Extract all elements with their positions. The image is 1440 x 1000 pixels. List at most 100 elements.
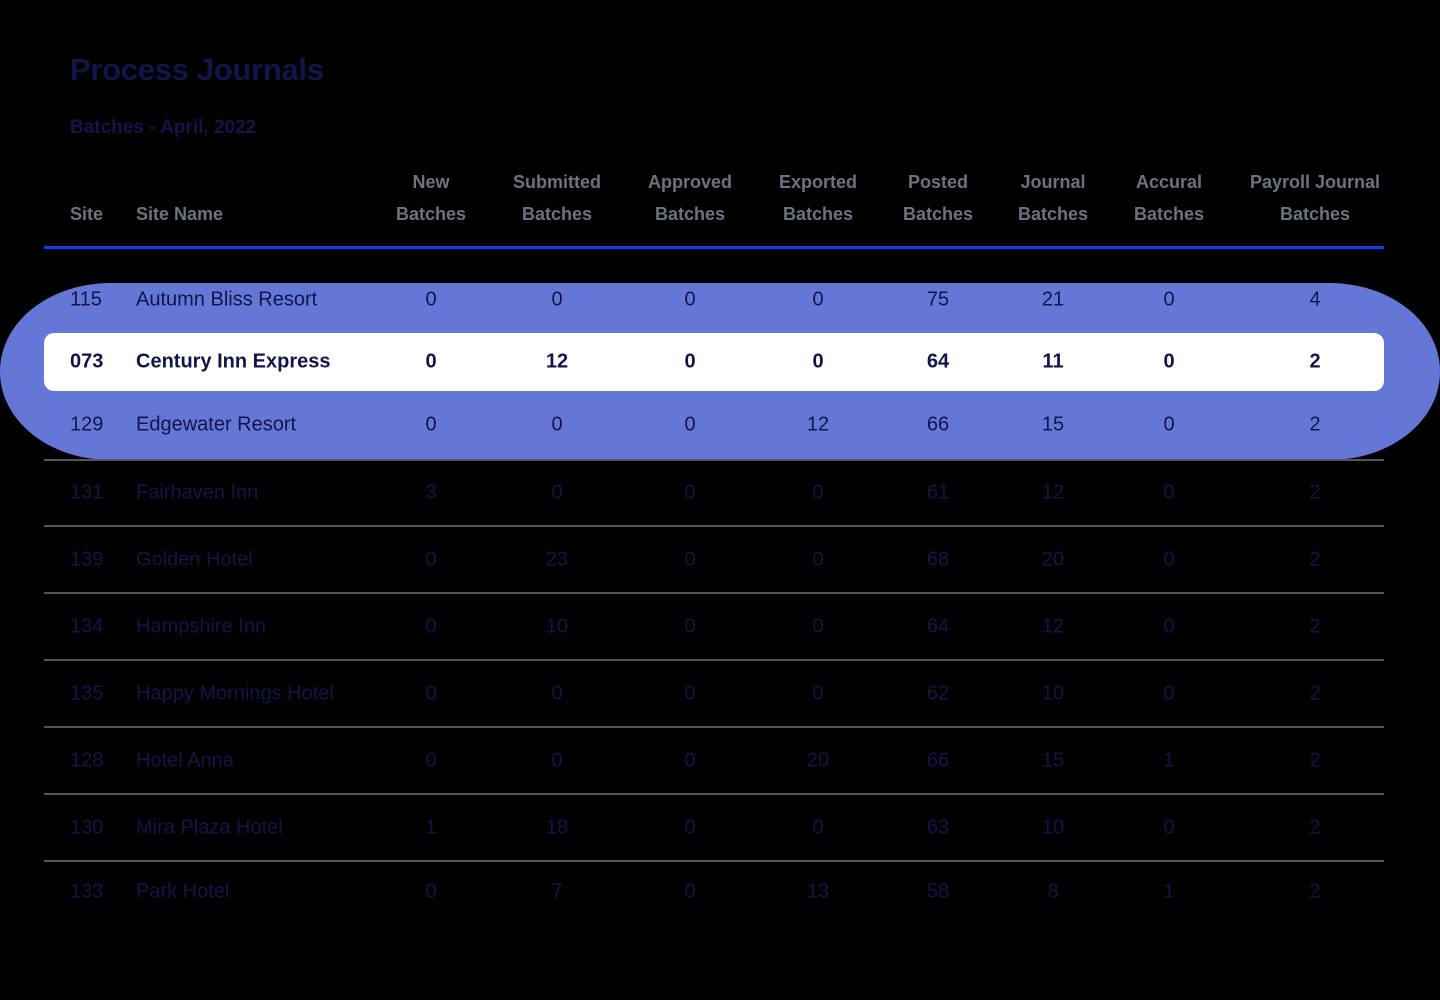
cell-posted: 63 — [926, 816, 950, 838]
cell-new: 1 — [425, 816, 437, 838]
cell-approved: 0 — [684, 816, 696, 838]
cell-approved: 0 — [684, 880, 696, 903]
cell-journal: 12 — [1041, 481, 1065, 504]
cell-site-name: Hotel Anna — [136, 749, 234, 771]
table-row[interactable]: 115 Autumn Bliss Resort 0 0 0 0 75 21 0 … — [44, 267, 1384, 333]
cell-site-name: Golden Hotel — [136, 548, 253, 570]
cell-approved: 0 — [684, 413, 696, 436]
table-row-selected[interactable]: 073 Century Inn Express 0 12 0 0 64 11 0… — [44, 333, 1384, 391]
cell-submitted: 7 — [551, 880, 563, 903]
cell-submitted: 23 — [545, 548, 569, 570]
cell-exported: 0 — [812, 615, 824, 637]
cell-approved: 0 — [684, 749, 696, 771]
cell-site: 134 — [70, 615, 104, 637]
cell-accural: 1 — [1163, 880, 1175, 903]
cell-payroll: 2 — [1309, 615, 1321, 637]
cell-payroll: 2 — [1309, 350, 1321, 373]
cell-site: 129 — [70, 413, 104, 436]
cell-journal: 20 — [1041, 548, 1065, 570]
cell-submitted: 0 — [551, 288, 563, 311]
cell-accural: 0 — [1163, 288, 1175, 311]
cell-exported: 0 — [812, 350, 824, 373]
col-header-exported[interactable]: Exported Batches — [778, 172, 858, 224]
table-row[interactable]: 131 Fairhaven Inn 3 0 0 0 61 12 0 2 — [44, 461, 1384, 527]
cell-submitted: 0 — [551, 413, 563, 436]
cell-journal: 15 — [1041, 749, 1065, 771]
col-header-posted[interactable]: Posted Batches — [902, 172, 974, 224]
cell-exported: 12 — [806, 413, 830, 436]
cell-site-name: Happy Mornings Hotel — [136, 682, 334, 704]
cell-accural: 0 — [1163, 816, 1175, 838]
cell-submitted: 18 — [545, 816, 569, 838]
cell-approved: 0 — [684, 288, 696, 311]
table-header: Site Site Name New Batches Submitted Bat… — [44, 160, 1384, 249]
table-row[interactable]: 130 Mira Plaza Hotel 1 18 0 0 63 10 0 2 — [44, 795, 1384, 862]
cell-exported: 0 — [812, 816, 824, 838]
cell-payroll: 2 — [1309, 880, 1321, 903]
cell-posted: 62 — [926, 682, 950, 704]
table-row[interactable]: 134 Hampshire Inn 0 10 0 0 64 12 0 2 — [44, 594, 1384, 661]
table-row[interactable]: 135 Happy Mornings Hotel 0 0 0 0 62 10 0… — [44, 661, 1384, 728]
table-row[interactable]: 133 Park Hotel 0 7 0 13 58 8 1 2 — [44, 862, 1384, 922]
cell-submitted: 0 — [551, 749, 563, 771]
cell-new: 0 — [425, 682, 437, 704]
cell-payroll: 2 — [1309, 481, 1321, 504]
col-header-journal[interactable]: Journal Batches — [1017, 172, 1089, 224]
col-header-new[interactable]: New Batches — [395, 172, 467, 224]
cell-accural: 0 — [1163, 615, 1175, 637]
cell-site-name: Hampshire Inn — [136, 615, 267, 637]
cell-accural: 0 — [1163, 413, 1175, 436]
page-title: Process Journals — [70, 52, 324, 87]
cell-exported: 0 — [812, 548, 824, 570]
cell-new: 0 — [425, 615, 437, 637]
table-row[interactable]: 128 Hotel Anna 0 0 0 20 66 15 1 2 — [44, 728, 1384, 795]
cell-exported: 13 — [806, 880, 830, 903]
cell-journal: 10 — [1041, 682, 1065, 704]
cell-submitted: 0 — [551, 682, 563, 704]
cell-payroll: 2 — [1309, 682, 1321, 704]
cell-exported: 0 — [812, 481, 824, 504]
cell-site-name: Autumn Bliss Resort — [136, 288, 318, 311]
cell-posted: 64 — [926, 615, 950, 637]
col-header-site-name[interactable]: Site Name — [136, 204, 224, 224]
cell-posted: 64 — [926, 350, 950, 373]
cell-site: 131 — [70, 481, 104, 504]
col-header-submitted[interactable]: Submitted Batches — [513, 172, 601, 224]
cell-journal: 8 — [1047, 880, 1059, 903]
col-header-site[interactable]: Site — [70, 204, 104, 224]
cell-journal: 11 — [1042, 350, 1064, 373]
cell-submitted: 0 — [551, 481, 563, 504]
cell-payroll: 4 — [1309, 288, 1321, 311]
col-header-accural[interactable]: Accural Batches — [1133, 172, 1205, 224]
cell-posted: 75 — [926, 288, 950, 311]
cell-approved: 0 — [684, 682, 696, 704]
cell-exported: 0 — [812, 288, 824, 311]
cell-journal: 21 — [1041, 288, 1065, 311]
cell-site-name: Mira Plaza Hotel — [136, 816, 283, 838]
col-header-approved[interactable]: Approved Batches — [647, 172, 733, 224]
table-row[interactable]: 139 Golden Hotel 0 23 0 0 68 20 0 2 — [44, 527, 1384, 594]
cell-exported: 20 — [806, 749, 830, 771]
col-header-payroll-journal[interactable]: Payroll Journal Batches — [1249, 172, 1381, 224]
cell-site-name: Edgewater Resort — [136, 413, 297, 436]
cell-new: 0 — [425, 548, 437, 570]
cell-journal: 15 — [1041, 413, 1065, 436]
cell-site: 115 — [70, 288, 102, 311]
cell-site: 073 — [70, 350, 104, 373]
cell-posted: 66 — [926, 413, 950, 436]
cell-approved: 0 — [684, 481, 696, 504]
journals-table: Site Site Name New Batches Submitted Bat… — [44, 160, 1384, 249]
cell-accural: 1 — [1163, 749, 1175, 771]
cell-posted: 61 — [926, 481, 950, 504]
cell-posted: 68 — [926, 548, 950, 570]
cell-submitted: 12 — [545, 350, 569, 373]
cell-posted: 58 — [926, 880, 950, 903]
cell-new: 0 — [425, 288, 437, 311]
cell-journal: 12 — [1041, 615, 1065, 637]
table-row[interactable]: 129 Edgewater Resort 0 0 0 12 66 15 0 2 — [44, 391, 1384, 461]
table-body: 115 Autumn Bliss Resort 0 0 0 0 75 21 0 … — [44, 267, 1384, 922]
cell-site: 133 — [70, 880, 104, 903]
cell-new: 0 — [425, 880, 437, 903]
cell-new: 3 — [425, 481, 437, 504]
cell-accural: 0 — [1163, 682, 1175, 704]
